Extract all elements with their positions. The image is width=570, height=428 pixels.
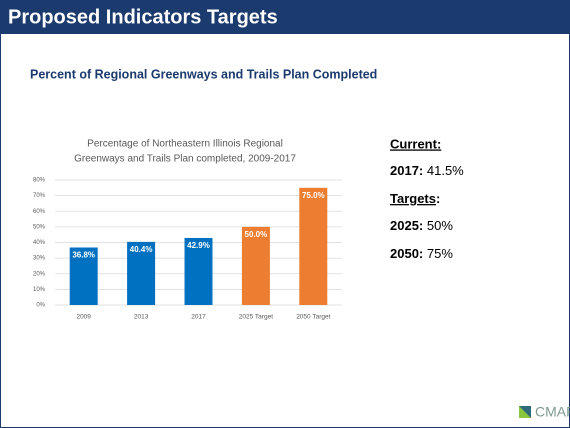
x-tick-label: 2013 bbox=[134, 314, 149, 321]
y-tick-label: 0% bbox=[36, 303, 45, 309]
y-tick-label: 10% bbox=[33, 287, 46, 293]
y-tick-label: 60% bbox=[33, 209, 46, 215]
value-label: 50.0% bbox=[245, 230, 268, 239]
y-tick-label: 20% bbox=[33, 271, 46, 277]
chart-title: Percentage of Northeastern Illinois Regi… bbox=[87, 139, 283, 150]
current-item: 2017: 41.5% bbox=[390, 163, 464, 178]
item-label: 2050: bbox=[390, 246, 423, 261]
item-value: 41.5% bbox=[427, 163, 464, 178]
targets-word: Targets bbox=[390, 191, 436, 206]
y-tick-label: 70% bbox=[33, 193, 46, 199]
header-title: Proposed Indicators Targets bbox=[8, 6, 278, 28]
targets-colon: : bbox=[436, 191, 440, 206]
bar bbox=[184, 237, 213, 305]
item-label: 2025: bbox=[390, 218, 423, 233]
logo-icon bbox=[519, 406, 531, 418]
x-tick-label: 2025 Target bbox=[239, 314, 273, 321]
value-label: 36.8% bbox=[72, 251, 95, 260]
subtitle: Percent of Regional Greenways and Trails… bbox=[30, 67, 377, 81]
bar bbox=[241, 226, 270, 305]
y-tick-label: 50% bbox=[33, 224, 46, 230]
target-item: 2050: 75% bbox=[390, 246, 453, 261]
header-bar bbox=[0, 0, 570, 34]
bar bbox=[299, 187, 328, 305]
logo-text: CMAP bbox=[535, 404, 570, 420]
value-label: 75.0% bbox=[302, 191, 325, 200]
bar bbox=[69, 247, 98, 305]
y-tick-label: 30% bbox=[33, 256, 46, 262]
item-value: 75% bbox=[427, 246, 453, 261]
target-item: 2025: 50% bbox=[390, 218, 453, 233]
x-tick-label: 2009 bbox=[76, 314, 91, 321]
targets-heading: Targets: bbox=[390, 191, 440, 206]
value-label: 40.4% bbox=[130, 245, 153, 254]
x-tick-label: 2050 Target bbox=[296, 314, 330, 321]
current-heading: Current: bbox=[390, 136, 441, 151]
item-label: 2017: bbox=[390, 163, 423, 178]
y-tick-label: 40% bbox=[33, 240, 46, 246]
chart-title: Greenways and Trails Plan completed, 200… bbox=[74, 154, 296, 165]
y-tick-label: 80% bbox=[33, 178, 46, 184]
bar bbox=[127, 241, 156, 305]
value-label: 42.9% bbox=[187, 241, 210, 250]
item-value: 50% bbox=[427, 218, 453, 233]
x-tick-label: 2017 bbox=[191, 314, 206, 321]
